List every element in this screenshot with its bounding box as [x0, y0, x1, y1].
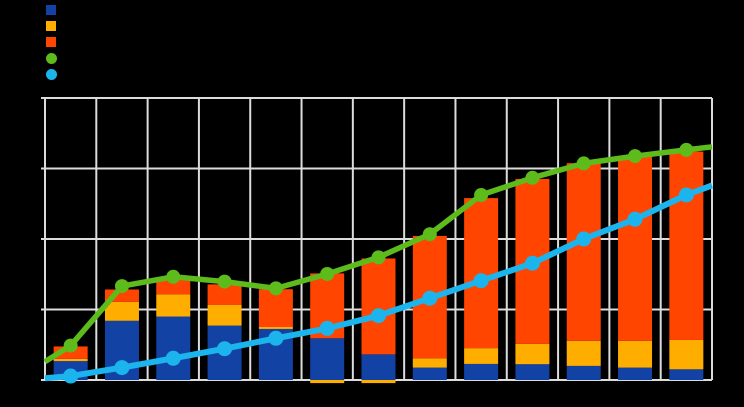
point-line-green[interactable] [422, 227, 437, 242]
point-line-green[interactable] [525, 170, 540, 185]
legend-item-2[interactable] [46, 21, 65, 31]
bar-segment-bars-amber[interactable] [156, 294, 191, 317]
bar-segment-bars-amber[interactable] [515, 343, 550, 365]
bar-segment-bars-blue[interactable] [156, 316, 191, 380]
point-line-green[interactable] [166, 269, 181, 284]
legend-item-3[interactable] [46, 37, 65, 47]
bar-segment-bars-amber[interactable] [361, 380, 396, 384]
point-line-cyan[interactable] [422, 290, 438, 306]
legend-item-1[interactable] [46, 5, 65, 15]
point-line-cyan[interactable] [678, 187, 694, 203]
bar-segment-bars-orangered[interactable] [464, 198, 499, 349]
legend-circle-swatch-icon [46, 52, 57, 64]
point-line-green[interactable] [474, 188, 489, 203]
bar-segment-bars-amber[interactable] [464, 348, 499, 364]
legend-square-swatch-icon [46, 21, 56, 31]
legend-square-swatch-icon [46, 37, 56, 47]
bar-segment-bars-blue[interactable] [464, 363, 499, 380]
bar-segment-bars-amber[interactable] [258, 326, 293, 329]
bar-segment-bars-orangered[interactable] [669, 151, 704, 340]
bar-segment-bars-blue[interactable] [361, 354, 396, 380]
point-line-green[interactable] [576, 156, 591, 171]
chart-legend [46, 5, 65, 80]
legend-item-5[interactable] [46, 68, 65, 80]
bar-segment-bars-orangered[interactable] [207, 284, 242, 305]
bar-segment-bars-amber[interactable] [207, 304, 242, 326]
point-line-cyan[interactable] [473, 273, 489, 289]
point-line-green[interactable] [114, 279, 129, 294]
bar-segment-bars-amber[interactable] [412, 358, 447, 368]
point-line-green[interactable] [679, 142, 694, 157]
bar-segment-bars-blue[interactable] [412, 367, 447, 380]
legend-item-4[interactable] [46, 52, 65, 64]
bar-segment-bars-blue[interactable] [310, 338, 345, 380]
bar-segment-bars-orangered[interactable] [258, 289, 293, 327]
bar-segment-bars-orangered[interactable] [156, 279, 191, 295]
bar-segment-bars-amber[interactable] [566, 340, 601, 366]
bar-segment-bars-amber[interactable] [310, 380, 345, 384]
point-line-green[interactable] [371, 250, 386, 265]
legend-square-swatch-icon [46, 5, 56, 15]
bar-segment-bars-orangered[interactable] [618, 156, 653, 341]
bar-segment-bars-blue[interactable] [618, 367, 653, 380]
point-line-green[interactable] [628, 149, 643, 164]
bar-segment-bars-blue[interactable] [669, 369, 704, 380]
bar-segment-bars-orangered[interactable] [566, 163, 601, 341]
bar-segment-bars-blue[interactable] [515, 364, 550, 380]
point-line-green[interactable] [63, 338, 78, 353]
bar-segment-bars-amber[interactable] [669, 339, 704, 370]
point-line-cyan[interactable] [114, 360, 130, 376]
bar-segment-bars-amber[interactable] [618, 340, 653, 368]
bar-segment-bars-blue[interactable] [566, 365, 601, 380]
point-line-cyan[interactable] [319, 320, 335, 336]
point-line-cyan[interactable] [217, 341, 233, 357]
point-line-cyan[interactable] [165, 350, 181, 366]
point-line-cyan[interactable] [576, 231, 592, 247]
legend-circle-swatch-icon [46, 68, 57, 80]
point-line-cyan[interactable] [627, 211, 643, 227]
bar-segment-bars-amber[interactable] [53, 358, 88, 362]
bars-amber-series [53, 294, 704, 384]
bar-segment-bars-amber[interactable] [104, 301, 139, 321]
point-line-cyan[interactable] [268, 330, 284, 346]
point-line-cyan[interactable] [63, 368, 79, 384]
point-line-cyan[interactable] [371, 308, 386, 324]
point-line-green[interactable] [320, 266, 335, 281]
bar-segment-bars-orangered[interactable] [361, 258, 396, 355]
point-line-green[interactable] [217, 274, 232, 289]
point-line-green[interactable] [268, 281, 283, 296]
bars-orangered-series [53, 151, 704, 359]
point-line-cyan[interactable] [524, 255, 540, 271]
